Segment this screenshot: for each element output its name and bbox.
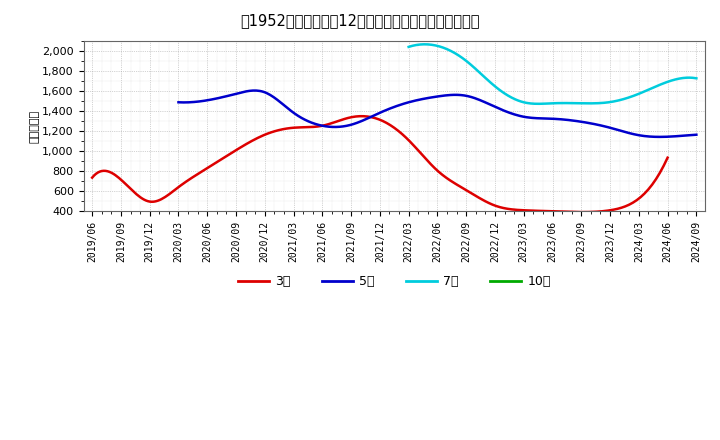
3年 xyxy=(90,173,99,178)
7年 xyxy=(534,101,543,106)
5年 xyxy=(176,100,184,105)
7年 xyxy=(420,42,429,47)
3年 xyxy=(357,114,366,119)
Line: 7年: 7年 xyxy=(409,44,696,104)
5年 xyxy=(251,88,259,93)
5年 xyxy=(174,99,183,105)
3年 xyxy=(432,167,441,172)
3年 xyxy=(579,209,588,215)
7年 xyxy=(577,101,585,106)
7年 xyxy=(405,44,414,49)
Text: ［1952］　経常利益12か月移動合計の標準偏差の推移: ［1952］ 経常利益12か月移動合計の標準偏差の推移 xyxy=(240,13,480,28)
7年 xyxy=(582,101,591,106)
Line: 3年: 3年 xyxy=(92,116,667,212)
3年 xyxy=(88,175,96,180)
7年 xyxy=(649,85,657,90)
Y-axis label: （百万円）: （百万円） xyxy=(30,110,40,143)
5年 xyxy=(645,134,654,139)
5年 xyxy=(482,100,491,106)
7年 xyxy=(405,44,413,50)
5年 xyxy=(656,134,665,139)
5年 xyxy=(692,132,701,137)
5年 xyxy=(493,105,502,110)
7年 xyxy=(577,101,586,106)
3年 xyxy=(663,155,672,160)
3年 xyxy=(575,209,583,215)
7年 xyxy=(692,76,701,81)
5年 xyxy=(484,101,492,106)
3年 xyxy=(613,206,622,212)
5年 xyxy=(613,127,621,132)
3年 xyxy=(431,165,439,171)
7年 xyxy=(667,78,675,83)
Legend: 3年, 5年, 7年, 10年: 3年, 5年, 7年, 10年 xyxy=(233,270,556,293)
Line: 5年: 5年 xyxy=(179,91,696,137)
3年 xyxy=(442,175,451,180)
